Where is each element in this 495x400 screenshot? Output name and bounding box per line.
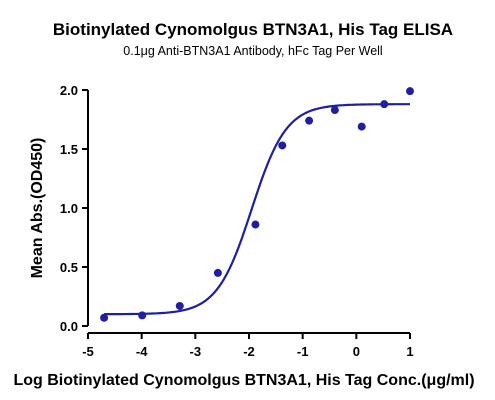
y-tick-label: 0.5 bbox=[60, 260, 78, 275]
chart-title: Biotinylated Cynomolgus BTN3A1, His Tag … bbox=[53, 20, 453, 39]
y-axis-label: Mean Abs.(OD450) bbox=[29, 138, 46, 279]
data-point bbox=[406, 87, 414, 96]
x-tick-label: -3 bbox=[190, 344, 202, 359]
x-tick-label: -1 bbox=[297, 344, 309, 359]
fit-curve bbox=[104, 103, 411, 316]
data-point bbox=[213, 268, 222, 277]
y-tick-label: 1.0 bbox=[60, 201, 78, 216]
y-tick-label: 2.0 bbox=[60, 83, 78, 98]
x-axis-ticks: -5 -4 -3 -2 -1 0 1 bbox=[82, 333, 414, 359]
x-axis-label: Log Biotinylated Cynomolgus BTN3A1, His … bbox=[13, 372, 474, 389]
chart-subtitle: 0.1μg Anti-BTN3A1 Antibody, hFc Tag Per … bbox=[123, 44, 382, 58]
data-point bbox=[138, 311, 147, 320]
data-point bbox=[305, 116, 314, 125]
data-point bbox=[330, 106, 339, 115]
data-point bbox=[251, 220, 260, 229]
data-point bbox=[100, 313, 109, 322]
y-tick-label: 1.5 bbox=[60, 142, 78, 157]
x-tick-label: 0 bbox=[353, 344, 360, 359]
y-tick-label: 0.0 bbox=[60, 319, 78, 334]
data-point bbox=[278, 141, 287, 150]
data-point bbox=[380, 100, 389, 109]
x-tick-label: -5 bbox=[82, 344, 94, 359]
x-tick-label: -2 bbox=[243, 344, 255, 359]
data-points bbox=[100, 87, 414, 322]
x-tick-label: -4 bbox=[136, 344, 148, 359]
data-point bbox=[357, 122, 366, 131]
data-point bbox=[175, 301, 184, 310]
y-axis-ticks: 0.0 0.5 1.0 1.5 2.0 bbox=[60, 83, 88, 334]
x-tick-label: 1 bbox=[406, 344, 413, 359]
